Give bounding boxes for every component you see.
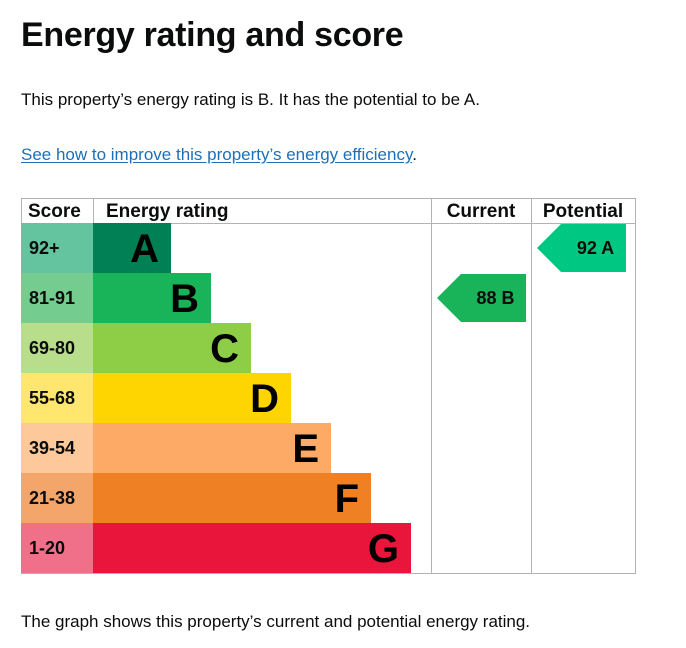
current-rating-arrow [437, 274, 526, 322]
score-cell-f [21, 473, 93, 523]
rating-letter-g: G [368, 527, 399, 571]
current-rating-arrow-label: 88 B [476, 288, 514, 308]
rating-bar-d [93, 373, 291, 423]
rating-letter-e: E [292, 427, 319, 471]
rating-letter-b: B [170, 277, 199, 321]
page-title: Energy rating and score [21, 16, 404, 54]
score-range-e: 39-54 [29, 438, 75, 458]
rating-bar-a [93, 223, 171, 273]
improve-energy-efficiency-link[interactable]: See how to improve this property’s energ… [21, 145, 413, 164]
header-score: Score [28, 201, 81, 222]
chart-caption: The graph shows this property’s current … [21, 612, 531, 631]
improve-link-paragraph: See how to improve this property’s energ… [21, 145, 417, 165]
rating-bar-e [93, 423, 331, 473]
rating-bar-f [93, 473, 371, 523]
score-cell-g [21, 523, 93, 573]
rating-letter-f: F [335, 477, 359, 521]
rating-bar-g [93, 523, 411, 573]
score-cell-d [21, 373, 93, 423]
score-range-f: 21-38 [29, 488, 75, 508]
rating-bar-c [93, 323, 251, 373]
rating-summary: This property’s energy rating is B. It h… [21, 90, 480, 109]
score-range-c: 69-80 [29, 338, 75, 358]
potential-rating-arrow-label: 92 A [577, 238, 614, 258]
improve-link-suffix: . [412, 145, 417, 164]
score-cell-a [21, 223, 93, 273]
score-range-a: 92+ [29, 238, 60, 258]
header-potential: Potential [543, 201, 623, 222]
score-range-b: 81-91 [29, 288, 75, 308]
rating-letter-a: A [130, 227, 159, 271]
header-current: Current [447, 201, 516, 222]
rating-bar-b [93, 273, 211, 323]
potential-rating-arrow [537, 224, 626, 272]
rating-letter-c: C [210, 327, 239, 371]
score-range-d: 55-68 [29, 388, 75, 408]
score-cell-b [21, 273, 93, 323]
score-range-g: 1-20 [29, 538, 65, 558]
rating-letter-d: D [250, 377, 279, 421]
header-energy-rating: Energy rating [106, 201, 228, 222]
score-cell-c [21, 323, 93, 373]
score-cell-e [21, 423, 93, 473]
